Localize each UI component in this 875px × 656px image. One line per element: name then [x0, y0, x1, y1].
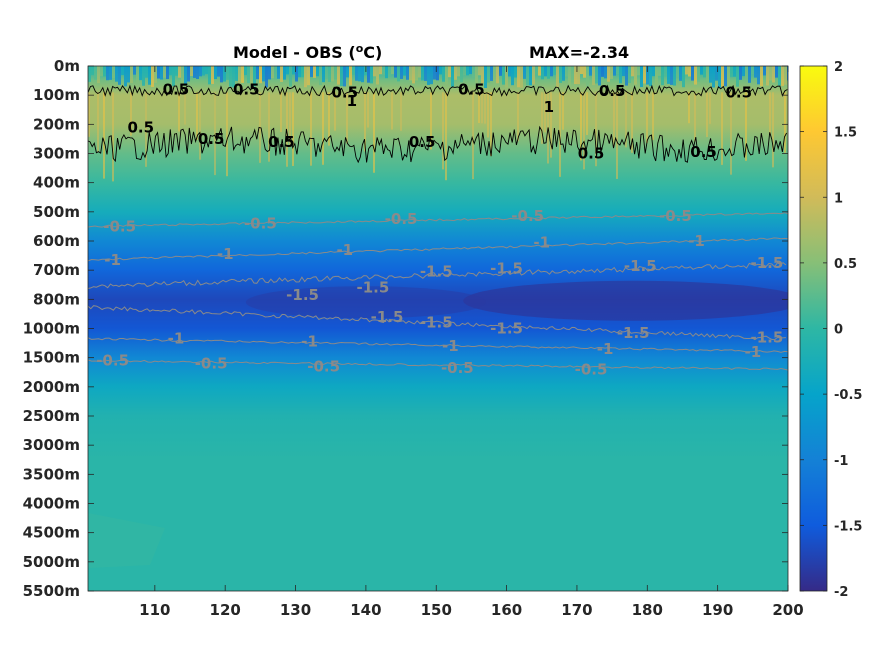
contour-label: -1.5 [490, 260, 523, 278]
colorbar-tick-label: 0 [834, 323, 843, 338]
contour-label: -1.5 [286, 286, 319, 304]
x-tick-label: 200 [772, 601, 803, 619]
contour-label: -0.5 [307, 357, 340, 375]
y-axis: 0m 100m 200m 300m 400m 500m 600m 700m 800m 1000m 1… [23, 57, 788, 600]
y-tick-label: 4000m [23, 495, 80, 513]
y-tick-label: 800m [33, 290, 80, 308]
heatmap-field [88, 66, 788, 591]
colorbar-tick-label: 0.5 [834, 257, 857, 272]
contour-label: 0.5 [163, 80, 190, 98]
y-tick-label: 200m [33, 115, 80, 133]
contour-label: 0.5 [198, 130, 225, 148]
chart-title: Model - OBS (oC) [233, 42, 382, 62]
contour-label: 0.5 [331, 83, 358, 101]
contour-label: -1.5 [624, 257, 657, 275]
plot-field: 0.5 0.5 0.5 0.5 0.5 0.51 10.50.5 0.5 0.50.5 0.5-0… [88, 66, 788, 591]
contour-label: -1 [301, 333, 318, 351]
y-tick-label: 5500m [23, 582, 80, 600]
x-tick-label: 170 [561, 601, 592, 619]
y-tick-label: 1500m [23, 349, 80, 367]
deep-patch [88, 513, 165, 568]
contour-label: -1 [442, 337, 459, 355]
x-tick-label: 110 [139, 601, 170, 619]
max-label: MAX=-2.34 [529, 43, 629, 62]
x-tick-label: 140 [350, 601, 381, 619]
y-tick-label: 1000m [23, 320, 80, 338]
contour-label: -0.5 [96, 352, 129, 370]
cold-core-east [463, 280, 788, 321]
contour-label: -0.5 [103, 217, 136, 235]
contour-label: -1.5 [750, 328, 783, 346]
contour-label: -1 [688, 232, 705, 250]
contour-label: -0.5 [385, 210, 418, 228]
x-tick-label: 190 [702, 601, 733, 619]
colorbar-tick-label: -0.5 [834, 388, 862, 403]
x-tick-label: 180 [632, 601, 663, 619]
colorbar [799, 65, 828, 592]
y-tick-label: 700m [33, 261, 80, 279]
contour-label: -1 [336, 241, 353, 259]
y-tick-label: 400m [33, 174, 80, 192]
colorbar-tick-label: 1.5 [834, 126, 857, 141]
x-tick-label: 160 [491, 601, 522, 619]
contour-label: -0.5 [195, 355, 228, 373]
contour-label: 0.5 [725, 83, 752, 101]
contour-label: 0.5 [599, 82, 626, 100]
contour-label: 1 [347, 92, 357, 110]
contour-label: -1 [597, 340, 614, 358]
y-tick-label: 600m [33, 232, 80, 250]
contour-label: -1 [104, 251, 121, 269]
y-tick-label: 100m [33, 86, 80, 104]
contour-label: 0.5 [268, 133, 295, 151]
contour-label: -1 [744, 343, 761, 361]
contour-label: -1 [217, 245, 234, 263]
contour-label: 1 [544, 98, 554, 116]
contour-label: -1.5 [420, 314, 453, 332]
y-tick-label: 300m [33, 145, 80, 163]
colorbar-tick-label: -1 [834, 454, 848, 469]
y-tick-label: 4500m [23, 524, 80, 542]
y-tick-label: 5000m [23, 553, 80, 571]
contour-label: -1 [168, 330, 185, 348]
contour-label: -1.5 [357, 279, 390, 297]
contour-label: -0.5 [441, 359, 474, 377]
y-tick-label: 2000m [23, 378, 80, 396]
colorbar-axis: 2 1.5 1 0.5 0 -0.5 -1 -1.5 -2 [800, 60, 862, 600]
surface-noise-layer [88, 66, 788, 182]
contour-label: -1.5 [490, 320, 523, 338]
contour-label: -1.5 [750, 254, 783, 272]
cold-core-west [245, 286, 486, 319]
contour-label: -0.5 [244, 215, 277, 233]
contour-label: 0.5 [409, 133, 436, 151]
y-tick-label: 500m [33, 203, 80, 221]
x-tick-label: 120 [210, 601, 241, 619]
colorbar-tick-label: -1.5 [834, 519, 862, 534]
contour-lines [88, 84, 788, 371]
contour-label: 0.5 [127, 118, 154, 136]
x-tick-label: 150 [421, 601, 452, 619]
y-tick-label: 3500m [23, 465, 80, 483]
contour-label: -1.5 [617, 324, 650, 342]
contour-label: -1.5 [371, 308, 404, 326]
contour-label: -0.5 [659, 207, 692, 225]
contour-label: -1 [533, 233, 550, 251]
contour-label: -0.5 [511, 207, 544, 225]
contour-label: 0.5 [458, 80, 485, 98]
y-tick-label: 3000m [23, 436, 80, 454]
x-tick-label: 130 [280, 601, 311, 619]
contour-label: -1.5 [420, 263, 453, 281]
x-axis: 110 120 130 140 150 160 170 180 190 200 [139, 66, 804, 619]
y-tick-label: 0m [54, 57, 80, 75]
colorbar-tick-label: 2 [834, 60, 843, 75]
contour-label: 0.5 [690, 143, 717, 161]
colorbar-tick-label: 1 [834, 191, 843, 206]
colorbar-tick-label: -2 [834, 585, 848, 600]
contour-label: 0.5 [578, 145, 605, 163]
contour-labels: 0.5 0.5 0.5 0.5 0.5 0.51 10.50.5 0.5 0.50.5 0.5-0… [96, 80, 783, 378]
core-patches [88, 280, 788, 568]
contour-label: -0.5 [575, 360, 608, 378]
contour-label: 0.5 [233, 80, 260, 98]
y-tick-label: 2500m [23, 407, 80, 425]
